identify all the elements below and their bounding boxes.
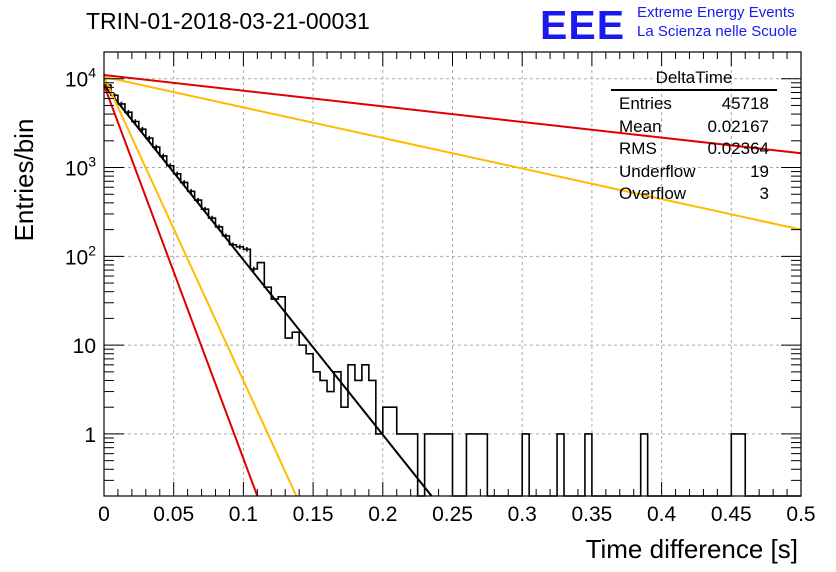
x-tick-label: 0.15: [293, 503, 334, 526]
axes: 0 0.05 0.1 0.15 0.2 0.25 0.3 0.35 0.4 0.45 0.5 1 10 1…: [65, 51, 816, 526]
stats-value: 3: [759, 184, 769, 203]
stats-value: 45718: [721, 94, 769, 113]
chart-title: TRIN-01-2018-03-21-00031: [86, 8, 370, 34]
logo-subtitle-1: Extreme Energy Events: [637, 4, 795, 21]
fit-line-2: [103, 76, 298, 497]
x-tick-label: 0.35: [571, 503, 612, 526]
stats-value: 0.02167: [707, 116, 769, 136]
stats-label: Overflow: [619, 184, 687, 203]
x-tick-label: 0: [98, 503, 110, 526]
x-axis-label: Time difference [s]: [586, 534, 798, 564]
fit-line-3: [103, 74, 802, 155]
stats-row: Mean 0.02167: [611, 116, 777, 139]
stats-label: Mean: [619, 116, 662, 136]
y-tick-label: 1: [84, 424, 96, 447]
stats-label: Underflow: [619, 161, 696, 181]
y-tick-label: 104: [65, 65, 96, 92]
x-tick-label: 0.2: [368, 503, 397, 526]
stats-label: Entries: [619, 94, 672, 113]
y-tick-label: 102: [65, 242, 96, 269]
fit-line-4: [103, 75, 802, 231]
stats-box: DeltaTime Entries 45718 Mean 0.02167 RMS 0.…: [611, 68, 777, 206]
fit-line-1: [103, 84, 259, 497]
x-tick-label: 0.05: [153, 503, 194, 526]
x-tick-label: 0.45: [711, 503, 752, 526]
stats-row: Underflow 19: [611, 161, 777, 184]
stats-value: 19: [750, 161, 769, 181]
x-tick-label: 0.3: [508, 503, 537, 526]
stats-title: DeltaTime: [611, 68, 777, 91]
x-tick-label: 0.25: [432, 503, 473, 526]
stats-row: RMS 0.02364: [611, 138, 777, 161]
fit-line-0: [103, 84, 433, 497]
y-axis-label: Entries/bin: [9, 119, 39, 242]
y-tick-label: 10: [73, 335, 96, 358]
stats-label: RMS: [619, 139, 657, 158]
stats-value: 0.02364: [707, 139, 769, 158]
y-tick-label: 103: [65, 154, 96, 181]
eee-logo: EEE: [540, 2, 626, 48]
fit-lines: [103, 74, 802, 497]
x-tick-label: 0.5: [786, 503, 815, 526]
x-tick-label: 0.4: [647, 503, 677, 526]
logo-subtitle-2: La Scienza nelle Scuole: [637, 23, 798, 40]
x-tick-label: 0.1: [229, 503, 258, 526]
stats-row: Entries 45718: [611, 93, 777, 116]
stats-row: Overflow 3: [611, 183, 777, 206]
